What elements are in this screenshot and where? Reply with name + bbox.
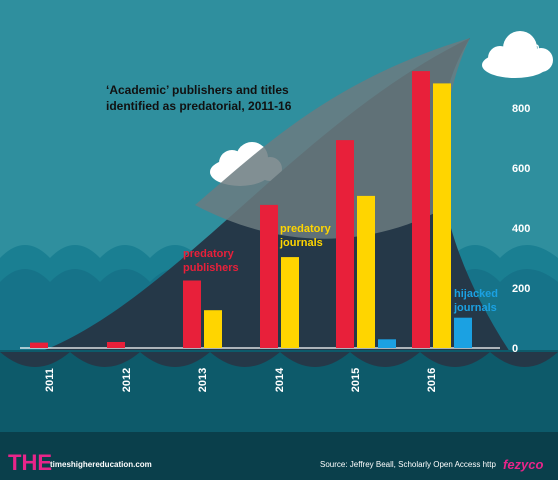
bar-2015-predatory-journals xyxy=(357,195,375,348)
x-tick-label: 2015 xyxy=(350,368,362,392)
chart-title-line2: identified as predatorial, 2011-16 xyxy=(106,99,292,113)
footer-site[interactable]: timeshighereducation.com xyxy=(50,460,152,469)
x-tick-label: 2012 xyxy=(121,368,133,392)
y-tick-label: 1,000 xyxy=(512,43,540,55)
footer-source: Source: Jeffrey Beall, Scholarly Open Ac… xyxy=(320,460,496,469)
footer-band xyxy=(0,432,558,480)
watermark: fezyco xyxy=(503,457,544,472)
cloud-right xyxy=(482,31,553,78)
bar-2014-predatory-journals xyxy=(281,257,299,348)
x-tick-label: 2011 xyxy=(44,368,56,392)
y-tick-label: 0 xyxy=(512,343,518,355)
bar-2015-predatory-publishers xyxy=(336,140,354,348)
bar-2012-predatory-publishers xyxy=(107,342,125,348)
y-tick-label: 800 xyxy=(512,103,530,115)
y-tick-label: 200 xyxy=(512,283,530,295)
x-tick-label: 2013 xyxy=(197,368,209,392)
series-label-hijacked-2: journals xyxy=(453,302,497,314)
series-label-publishers-2: publishers xyxy=(183,262,239,274)
bar-2011-predatory-publishers xyxy=(30,342,48,348)
bar-2014-predatory-publishers xyxy=(260,204,278,348)
fin-base-scallops xyxy=(0,352,558,367)
bar-2016-hijacked-journals xyxy=(454,317,472,348)
bar-2015-hijacked-journals xyxy=(378,339,396,348)
the-logo: THE xyxy=(8,450,52,475)
bar-2016-predatory-publishers xyxy=(412,71,430,348)
x-axis: 2011 2012 2013 2014 2015 2016 xyxy=(44,367,438,392)
y-axis: 0 200 400 600 800 1,000 xyxy=(512,43,540,355)
series-label-hijacked-1: hijacked xyxy=(454,288,498,300)
bar-2013-predatory-publishers xyxy=(183,280,201,348)
y-tick-label: 400 xyxy=(512,223,530,235)
series-label-journals-1: predatory xyxy=(280,223,332,235)
bar-2016-predatory-journals xyxy=(433,83,451,349)
bars-group xyxy=(30,71,472,349)
chart-title-line1: ‘Academic’ publishers and titles xyxy=(106,83,289,97)
series-label-publishers-1: predatory xyxy=(183,248,235,260)
fin-highlight xyxy=(195,38,470,239)
y-tick-label: 600 xyxy=(512,163,530,175)
watermark-bg xyxy=(500,456,554,472)
x-tick-label: 2016 xyxy=(426,368,438,392)
series-label-journals-2: journals xyxy=(279,237,323,249)
x-tick-label: 2014 xyxy=(274,367,286,392)
bar-2013-predatory-journals xyxy=(204,310,222,348)
